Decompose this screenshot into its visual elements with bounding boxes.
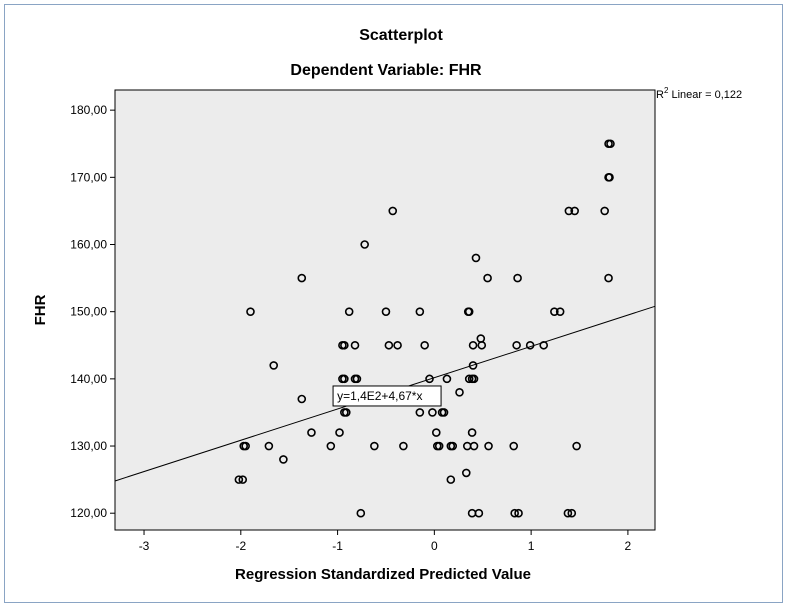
data-point bbox=[509, 441, 519, 451]
data-point bbox=[344, 307, 354, 316]
data-points bbox=[234, 139, 615, 518]
data-point bbox=[384, 340, 394, 350]
data-point bbox=[381, 307, 391, 316]
x-axis-title: Regression Standardized Predicted Value bbox=[235, 566, 531, 583]
data-point bbox=[539, 340, 549, 350]
r2-label-r: R bbox=[656, 89, 664, 101]
data-point bbox=[512, 340, 521, 350]
data-point bbox=[340, 340, 349, 350]
data-point bbox=[477, 340, 487, 350]
data-point bbox=[570, 206, 579, 216]
data-point bbox=[483, 273, 492, 283]
x-tick-label: 1 bbox=[528, 539, 535, 553]
data-point bbox=[420, 340, 429, 350]
data-point bbox=[415, 408, 425, 417]
x-tick-label: 0 bbox=[431, 539, 438, 553]
data-point bbox=[469, 374, 479, 384]
plot-area bbox=[114, 89, 656, 531]
data-point bbox=[370, 441, 379, 451]
data-point bbox=[297, 394, 307, 404]
data-point bbox=[572, 441, 581, 451]
data-point bbox=[474, 508, 484, 518]
data-point bbox=[415, 307, 425, 316]
data-point bbox=[467, 428, 477, 437]
data-point bbox=[442, 374, 452, 384]
data-point bbox=[341, 408, 351, 417]
data-point bbox=[399, 441, 408, 451]
data-point bbox=[234, 475, 244, 484]
x-tick-label: -1 bbox=[332, 539, 343, 553]
data-point bbox=[241, 441, 250, 451]
data-point bbox=[563, 508, 573, 518]
data-point bbox=[468, 340, 478, 350]
data-point bbox=[350, 340, 360, 350]
data-point bbox=[605, 173, 614, 182]
data-point bbox=[469, 441, 479, 451]
equation-label-box bbox=[332, 385, 442, 407]
data-point bbox=[564, 206, 574, 216]
data-point bbox=[484, 441, 493, 451]
y-tick-label: 120,00 bbox=[70, 506, 107, 520]
data-point bbox=[464, 374, 474, 384]
data-point bbox=[356, 508, 366, 518]
data-point bbox=[513, 273, 522, 283]
x-axis: -3 -2 -1 0 1 2 bbox=[139, 530, 632, 553]
data-point bbox=[468, 361, 478, 370]
data-point bbox=[393, 340, 402, 350]
y-tick-label: 150,00 bbox=[70, 305, 107, 319]
data-point bbox=[461, 468, 471, 478]
data-point bbox=[269, 361, 279, 370]
data-point bbox=[448, 441, 458, 451]
r2-label-sup: 2 bbox=[664, 86, 669, 95]
y-tick-label: 160,00 bbox=[70, 238, 107, 252]
data-point bbox=[604, 273, 613, 283]
x-tick-label: -2 bbox=[235, 539, 246, 553]
data-point bbox=[525, 340, 535, 350]
y-tick-label: 180,00 bbox=[70, 103, 107, 117]
data-point bbox=[388, 206, 398, 216]
data-point bbox=[360, 240, 369, 249]
data-point bbox=[471, 253, 481, 263]
chart-subtitle: Dependent Variable: FHR bbox=[290, 62, 482, 79]
data-point bbox=[550, 307, 559, 316]
y-tick-label: 130,00 bbox=[70, 439, 107, 453]
data-point bbox=[425, 374, 434, 384]
data-point bbox=[434, 441, 444, 451]
data-point bbox=[297, 273, 307, 283]
y-axis: 120,00 130,00 140,00 150,00 160,00 170,00 180,… bbox=[70, 103, 115, 520]
data-point bbox=[510, 508, 519, 518]
data-point bbox=[600, 206, 609, 216]
data-point bbox=[455, 387, 464, 397]
data-point bbox=[246, 307, 255, 316]
data-point bbox=[514, 508, 523, 518]
data-point bbox=[439, 408, 449, 417]
data-point bbox=[567, 508, 577, 518]
x-tick-label: 2 bbox=[625, 539, 632, 553]
data-point bbox=[431, 428, 441, 437]
data-point bbox=[326, 441, 336, 451]
data-point bbox=[335, 428, 344, 437]
data-point bbox=[238, 475, 248, 484]
y-tick-label: 170,00 bbox=[70, 170, 107, 184]
data-point bbox=[428, 408, 437, 417]
chart-title: Scatterplot bbox=[359, 27, 443, 44]
data-point bbox=[264, 441, 274, 451]
data-point bbox=[279, 455, 288, 464]
data-point bbox=[606, 139, 615, 149]
r2-label: R2 Linear = 0,122 bbox=[656, 86, 742, 101]
y-axis-title: FHR bbox=[32, 294, 49, 325]
data-point bbox=[340, 374, 349, 384]
y-tick-label: 140,00 bbox=[70, 372, 107, 386]
data-point bbox=[446, 475, 456, 484]
x-tick-label: -3 bbox=[139, 539, 150, 553]
r2-label-text: Linear = 0,122 bbox=[668, 89, 742, 101]
equation-label-text: y=1,4E2+4,67*x bbox=[337, 389, 422, 403]
data-point bbox=[555, 307, 565, 316]
data-point bbox=[464, 307, 474, 316]
equation-label: y=1,4E2+4,67*x bbox=[332, 385, 442, 407]
data-point bbox=[352, 374, 362, 384]
data-point bbox=[307, 428, 316, 437]
